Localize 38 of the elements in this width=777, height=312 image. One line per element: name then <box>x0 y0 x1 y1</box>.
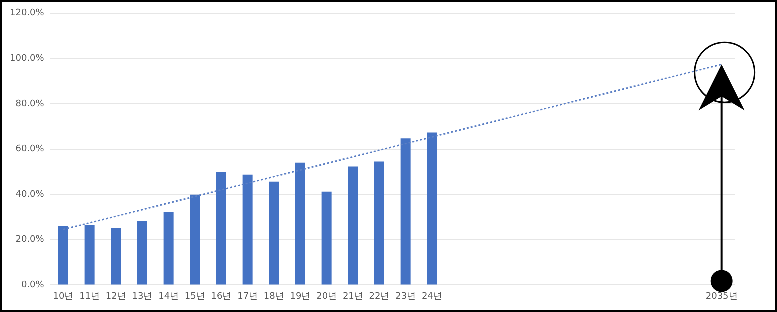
bar <box>164 212 174 285</box>
y-tick-label: 80.0% <box>16 99 45 110</box>
bar <box>190 194 200 285</box>
x-tick-label: 15년 <box>184 292 206 302</box>
x-tick-label: 17년 <box>238 292 258 302</box>
bar <box>400 138 411 285</box>
y-tick-label: 120.0% <box>10 8 45 19</box>
y-tick-label: 40.0% <box>16 190 45 200</box>
bar <box>111 228 122 285</box>
bar <box>322 192 332 285</box>
bar <box>269 182 280 285</box>
bar <box>242 174 253 285</box>
x-tick-label: 21년 <box>342 292 364 302</box>
x-tick-label: 19년 <box>290 292 311 302</box>
y-tick-label: 0.0% <box>21 280 45 291</box>
x-tick-label: 14년 <box>158 292 180 302</box>
bar <box>137 221 148 285</box>
x-tick-label: 20년 <box>316 292 338 302</box>
bar <box>216 172 226 285</box>
y-tick-label: 20.0% <box>16 235 45 246</box>
bar <box>374 162 384 285</box>
x-tick-label: 16년 <box>211 292 232 302</box>
y-tick-label: 100.0% <box>10 54 45 64</box>
x-tick-label: 11년 <box>80 292 100 302</box>
x-tick-label: 10년 <box>53 292 74 302</box>
x-tick-label: 2035년 <box>706 292 738 302</box>
x-tick-label: 18년 <box>264 292 284 302</box>
bar <box>84 224 95 285</box>
x-tick-label: 22년 <box>369 292 390 302</box>
x-tick-label: 24년 <box>422 292 442 302</box>
bar <box>348 166 358 285</box>
bar <box>427 132 438 285</box>
y-tick-label: 60.0% <box>16 144 45 155</box>
x-tick-label: 13년 <box>132 292 153 302</box>
x-tick-label: 12년 <box>106 292 126 302</box>
bar <box>58 226 68 285</box>
bar <box>295 162 306 285</box>
x-tick-label: 23년 <box>396 292 416 302</box>
